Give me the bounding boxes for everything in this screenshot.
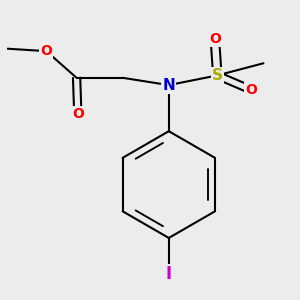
Text: N: N [162, 78, 175, 93]
Text: O: O [245, 83, 257, 97]
Text: O: O [209, 32, 221, 46]
Text: O: O [40, 44, 52, 58]
Text: S: S [212, 68, 223, 83]
Text: I: I [166, 265, 172, 283]
Text: O: O [72, 107, 84, 121]
